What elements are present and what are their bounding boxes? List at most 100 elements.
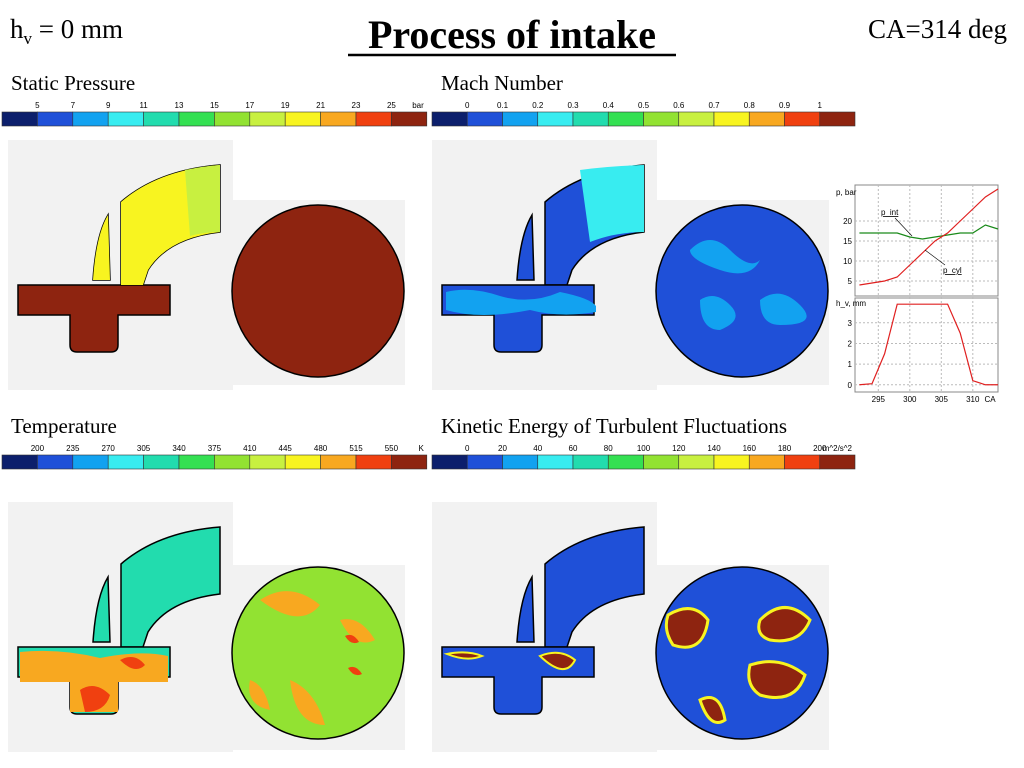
colorbar-label: 0.9	[779, 101, 791, 110]
colorbar-segment	[431, 111, 468, 127]
colorbar-label: 0.8	[744, 101, 756, 110]
colorbar-segment	[320, 111, 357, 127]
colorbar-label: 25	[387, 101, 396, 110]
colorbar-segment	[819, 111, 856, 127]
y-tick-label: 3	[848, 319, 853, 328]
leader	[894, 217, 913, 237]
colorbar-segment	[37, 111, 74, 127]
colorbar-label: 0	[465, 444, 470, 453]
colorbar-label: 15	[210, 101, 219, 110]
colorbar-label: 410	[243, 444, 257, 453]
colorbar-segment	[748, 454, 785, 470]
colorbar-label: 235	[66, 444, 80, 453]
colorbar-segment	[502, 454, 539, 470]
colorbar-label: 0.1	[497, 101, 509, 110]
colorbar-segment	[713, 111, 750, 127]
colorbar-label: 13	[175, 101, 184, 110]
colorbar-segment	[391, 111, 428, 127]
colorbar-segment	[643, 454, 680, 470]
colorbar-segment	[678, 111, 715, 127]
y-tick-label: 20	[843, 217, 852, 226]
colorbar-segment	[572, 454, 609, 470]
colorbar-segment	[178, 111, 215, 127]
colorbar-label: 515	[349, 444, 363, 453]
colorbar-label: 21	[316, 101, 325, 110]
colorbar-label: 60	[569, 444, 578, 453]
colorbar-label: 375	[208, 444, 222, 453]
colorbar-segment	[355, 111, 392, 127]
y-axis-label: p, bar	[836, 188, 857, 197]
colorbar-label: 9	[106, 101, 111, 110]
x-axis-label: CA	[984, 395, 996, 404]
y-axis-label: h_v, mm	[836, 299, 866, 308]
colorbar-label: 180	[778, 444, 792, 453]
colorbar-label: 480	[314, 444, 328, 453]
colorbar-segment	[249, 454, 286, 470]
colorbar-segment	[143, 111, 180, 127]
colorbar-segment	[143, 454, 180, 470]
colorbar-segment	[1, 111, 38, 127]
x-tick-label: 295	[872, 395, 886, 404]
colorbar-segment	[537, 111, 574, 127]
colorbar-segment	[1, 454, 38, 470]
colorbar-segment	[537, 454, 574, 470]
colorbar-unit: bar	[412, 101, 424, 110]
colorbar-segment	[466, 111, 503, 127]
colorbar-unit: m^2/s^2	[823, 444, 853, 453]
inset-frame	[854, 297, 999, 393]
x-tick-label: 305	[935, 395, 949, 404]
colorbar-segment	[391, 454, 428, 470]
colorbar-segment	[107, 454, 144, 470]
colorbar-segment	[107, 111, 144, 127]
crank-angle: CA=314 deg	[868, 14, 1007, 44]
colorbar-label: 23	[352, 101, 361, 110]
colorbar-label: 160	[743, 444, 757, 453]
colorbar-label: 445	[279, 444, 293, 453]
colorbar-label: 120	[672, 444, 686, 453]
colorbar-label: 0.3	[567, 101, 579, 110]
colorbar-segment	[502, 111, 539, 127]
colorbar-label: 0.5	[638, 101, 650, 110]
colorbar-segment	[37, 454, 74, 470]
colorbar-segment	[572, 111, 609, 127]
colorbar-label: 0.6	[673, 101, 685, 110]
colorbar-label: 200	[813, 444, 827, 453]
series-line	[859, 188, 999, 286]
colorbar-label: 40	[533, 444, 542, 453]
colorbar-segment	[748, 111, 785, 127]
y-tick-label: 10	[843, 257, 852, 266]
colorbar-label: 550	[385, 444, 399, 453]
colorbar-segment	[678, 454, 715, 470]
colorbar-label: 7	[71, 101, 76, 110]
colorbar-label: 200	[31, 444, 45, 453]
colorbar-segment	[784, 111, 821, 127]
valve-lift: hv = 0 mm	[10, 14, 123, 48]
leader	[924, 249, 946, 266]
colorbar-segment	[466, 454, 503, 470]
colorbar-label: 20	[498, 444, 507, 453]
y-tick-label: 15	[843, 237, 852, 246]
colorbar-segment	[284, 454, 321, 470]
colorbar-segment	[431, 454, 468, 470]
colorbar-label: 0.4	[603, 101, 615, 110]
colorbar-segment	[643, 111, 680, 127]
colorbar-label: 0.2	[532, 101, 544, 110]
colorbar-label: 1	[818, 101, 823, 110]
panel-title: Static Pressure	[11, 71, 135, 95]
x-tick-label: 310	[966, 395, 980, 404]
colorbar-segment	[819, 454, 856, 470]
colorbar-segment	[72, 454, 109, 470]
colorbar-label: 80	[604, 444, 613, 453]
colorbar-label: 140	[707, 444, 721, 453]
y-tick-label: 1	[848, 360, 853, 369]
panel-title: Kinetic Energy of Turbulent Fluctuations	[441, 414, 787, 438]
y-tick-label: 2	[848, 339, 853, 348]
series-line	[859, 224, 999, 240]
colorbar-segment	[784, 454, 821, 470]
colorbar-segment	[607, 111, 644, 127]
colorbar-label: 11	[139, 101, 148, 110]
series-label: p_cyl	[943, 266, 962, 275]
colorbar-label: 270	[102, 444, 116, 453]
